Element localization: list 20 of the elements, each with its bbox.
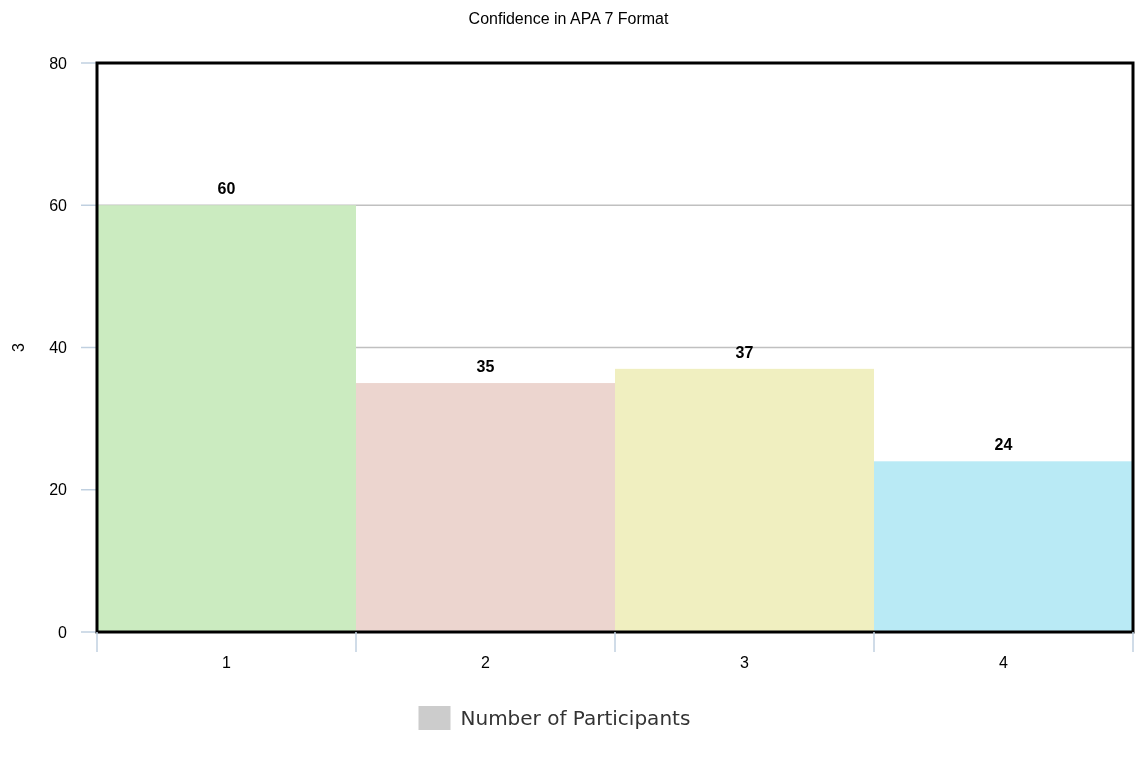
y-tick-label: 60 bbox=[49, 196, 68, 214]
y-tick-label: 0 bbox=[58, 623, 68, 641]
text: Number of Participants bbox=[460, 706, 691, 730]
x-tick-label: 2 bbox=[481, 654, 491, 671]
y-tick-label: 20 bbox=[49, 481, 68, 499]
chart-title: Confidence in APA 7 Format bbox=[468, 10, 669, 27]
data-label: 60 bbox=[217, 180, 236, 198]
data-label: 37 bbox=[735, 343, 754, 361]
bar bbox=[874, 461, 1133, 632]
data-label: 24 bbox=[994, 436, 1013, 454]
x-tick-label: 3 bbox=[740, 654, 750, 671]
y-axis-title: 3 bbox=[10, 342, 27, 352]
y-tick-label: 40 bbox=[49, 339, 68, 357]
x-tick-label: 1 bbox=[222, 654, 232, 671]
x-tick-label: 4 bbox=[999, 654, 1009, 671]
bar bbox=[356, 383, 615, 632]
y-tick-label: 80 bbox=[49, 54, 68, 72]
bar bbox=[97, 205, 356, 632]
data-label: 35 bbox=[476, 358, 495, 376]
bar bbox=[615, 368, 874, 632]
